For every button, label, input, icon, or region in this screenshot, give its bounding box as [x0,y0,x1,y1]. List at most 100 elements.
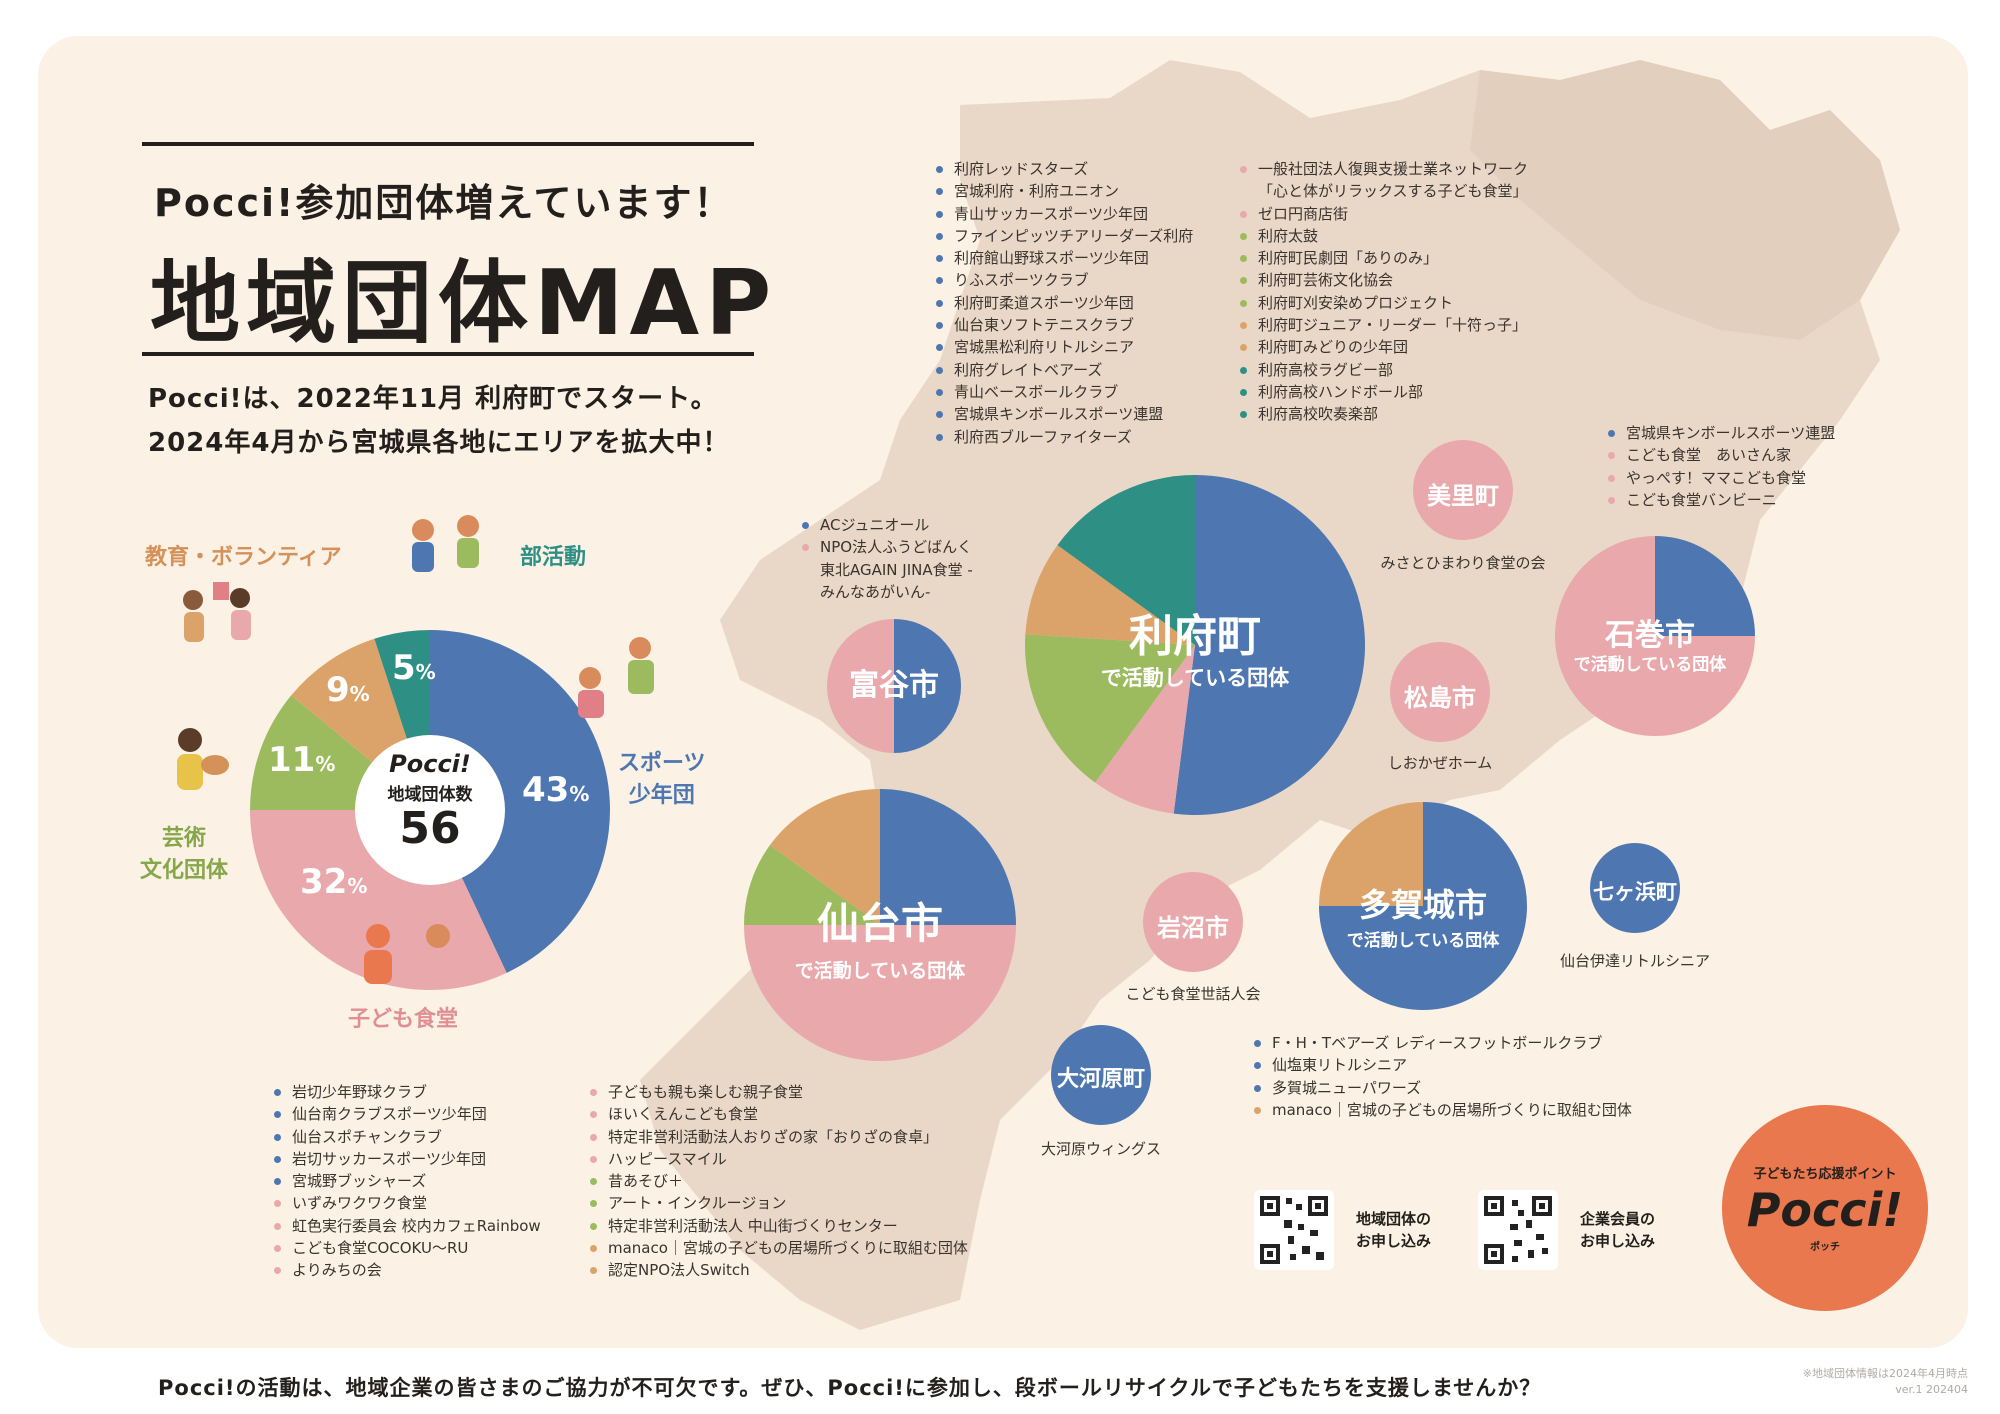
volunteer-kids-illustration [183,582,251,642]
misato-bubble [1413,440,1513,540]
list-item: 利府町民劇団「ありのみ」 [1240,247,1528,269]
pct-label-shokudo: 32% [300,862,368,902]
list-item: こども食堂バンビーニ [1608,489,1835,511]
sendai-list-left: 岩切少年野球クラブ 仙台南クラブスポーツ少年団 仙台スポチャンクラブ 岩切サッカ… [274,1081,541,1282]
baseball-players-illustration [578,637,654,718]
list-item: ACジュニオール [802,514,973,536]
footer-note-version: ver.1 202404 [1895,1383,1968,1396]
intro-line-1: Pocci!は、2022年11月 利府町でスタート。 [148,384,718,414]
sendai-slice-2 [744,845,880,925]
ogawara-bubble [1051,1025,1151,1125]
list-item: りふスポーツクラブ [936,269,1193,291]
misato-caption: みさとひまわり食堂の会 [1380,554,1546,572]
logo-tagline: 子どもたち応援ポイント [1753,1167,1897,1182]
list-item: ファインピッツチアリーダーズ利府 [936,225,1193,247]
org-signup-qr[interactable] [1254,1190,1334,1270]
tomiya-list: ACジュニオール NPO法人ふうどばんく 東北AGAIN JINA食堂 - みん… [802,514,973,603]
list-item: 利府西ブルーファイターズ [936,426,1193,448]
ishinomaki-list: 宮城県キンボールスポーツ連盟 こども食堂 あいさん家 やっぺす！ママこども食堂 … [1608,422,1835,511]
corp-signup-qr[interactable] [1478,1190,1558,1270]
list-item: 「心と体がリラックスする子ども食堂」 [1258,182,1528,201]
ogawara-name: 大河原町 [1056,1067,1145,1092]
shichigahama-name: 七ヶ浜町 [1593,880,1677,904]
list-item: 利府グレイトベアーズ [936,359,1193,381]
list-item: 東北AGAIN JINA食堂 - [820,560,973,579]
list-item: F・H・Tベアーズ レディースフットボールクラブ [1254,1032,1632,1054]
donut-brand: Pocci! [389,750,471,778]
category-label-club: 部活動 [520,545,587,570]
org-signup-label: 地域団体の お申し込み [1356,1210,1432,1250]
rifu-list-right: 一般社団法人復興支援士業ネットワーク 「心と体がリラックスする子ども食堂」 ゼロ… [1240,158,1528,426]
list-item: manaco｜宮城の子どもの居場所づくりに取組む団体 [1254,1099,1632,1121]
pct-label-sports: 43% [522,770,590,810]
list-item: 利府町芸術文化協会 [1240,269,1528,291]
tomiya-name: 富谷市 [849,668,939,703]
list-item: 宮城利府・利府ユニオン [936,180,1193,202]
matsushima-caption: しおかぜホーム [1387,754,1493,772]
list-item: 認定NPO法人Switch [590,1259,968,1281]
list-item: 岩切サッカースポーツ少年団 [274,1148,541,1170]
list-item: 宮城県キンボールスポーツ連盟 [1608,422,1835,444]
tagajo-slice-1 [1319,802,1423,906]
list-item: いずみワクワク食堂 [274,1192,541,1214]
list-item: 岩切少年野球クラブ [274,1081,541,1103]
sendai-pie [744,789,1016,1061]
list-item: 利府町みどりの少年団 [1240,336,1528,358]
category-label-sports: スポーツ 少年団 [618,751,706,808]
tagajo-name: 多賀城市 [1358,886,1487,924]
logo-name: Pocci! [1746,1183,1904,1237]
sendai-slice-1 [744,925,1016,1061]
rifu-slice-3 [1025,545,1195,645]
list-item: こども食堂COCOKU〜RU [274,1237,541,1259]
list-item: こども食堂 あいさん家 [1608,444,1835,466]
list-item: 利府高校吹奏楽部 [1240,403,1528,425]
list-item: みんなあがいん- [820,582,931,601]
category-label-culture: 芸術 文化団体 [140,826,229,883]
logo-kana: ポッチ [1810,1242,1840,1253]
rifu-list-left: 利府レッドスターズ 宮城利府・利府ユニオン 青山サッカースポーツ少年団 ファイン… [936,158,1193,448]
list-item: よりみちの会 [274,1259,541,1281]
sendai-slice-3 [769,789,880,925]
category-label-education: 教育・ボランティア [145,545,342,570]
rifu-slice-0 [1173,475,1365,815]
rifu-pie [1025,475,1365,815]
donut-center: Pocci! 地域団体数 56 [355,750,505,853]
list-item: 青山サッカースポーツ少年団 [936,203,1193,225]
rifu-slice-2 [1025,634,1195,783]
donut-count: 56 [399,803,461,854]
list-item: ハッピースマイル [590,1148,968,1170]
title-rule-bottom [142,352,754,356]
list-item: 利府レッドスターズ [936,158,1193,180]
pct-label-education: 9% [326,670,370,710]
ogawara-caption: 大河原ウィングス [1040,1140,1161,1158]
tomiya-pie [827,619,961,753]
matsushima-name: 松島市 [1404,684,1476,712]
misato-name: 美里町 [1427,482,1499,510]
list-item: manaco｜宮城の子どもの居場所づくりに取組む団体 [590,1237,968,1259]
list-item: 利府町ジュニア・リーダー「十符っ子」 [1240,314,1528,336]
list-item: 仙台南クラブスポーツ少年団 [274,1103,541,1125]
pocci-logo: 子どもたち応援ポイント Pocci! ポッチ [1722,1105,1928,1311]
list-item: 利府町柔道スポーツ少年団 [936,292,1193,314]
subtitle: Pocci!参加団体増えています！ [154,181,734,225]
list-item: 一般社団法人復興支援士業ネットワーク [1240,158,1528,180]
list-item: 特定非営利活動法人 中山街づくりセンター [590,1215,968,1237]
list-item: 利府館山野球スポーツ少年団 [936,247,1193,269]
tagajo-sub: で活動している団体 [1346,931,1500,951]
list-item: 宮城野ブッシャーズ [274,1170,541,1192]
ishinomaki-sub: で活動している団体 [1573,655,1727,675]
sendai-slice-0 [880,789,1016,925]
shichigahama-caption: 仙台伊達リトルシニア [1559,952,1710,970]
list-item: 利府町刈安染めプロジェクト [1240,292,1528,314]
shichigahama-bubble [1590,843,1680,933]
list-item: 仙台東ソフトテニスクラブ [936,314,1193,336]
intro-line-2: 2024年4月から宮城県各地にエリアを拡大中！ [148,428,730,458]
matsushima-bubble [1390,642,1490,742]
list-item: やっぺす！ママこども食堂 [1608,467,1835,489]
rifu-name: 利府町 [1129,611,1261,662]
footer-note-date: ※地域団体情報は2024年4月時点 [1802,1367,1968,1380]
list-item: 宮城黒松利府リトルシニア [936,336,1193,358]
list-item: ほいくえんこども食堂 [590,1103,968,1125]
list-item: 特定非営利活動法人おりざの家「おりざの食卓」 [590,1126,968,1148]
